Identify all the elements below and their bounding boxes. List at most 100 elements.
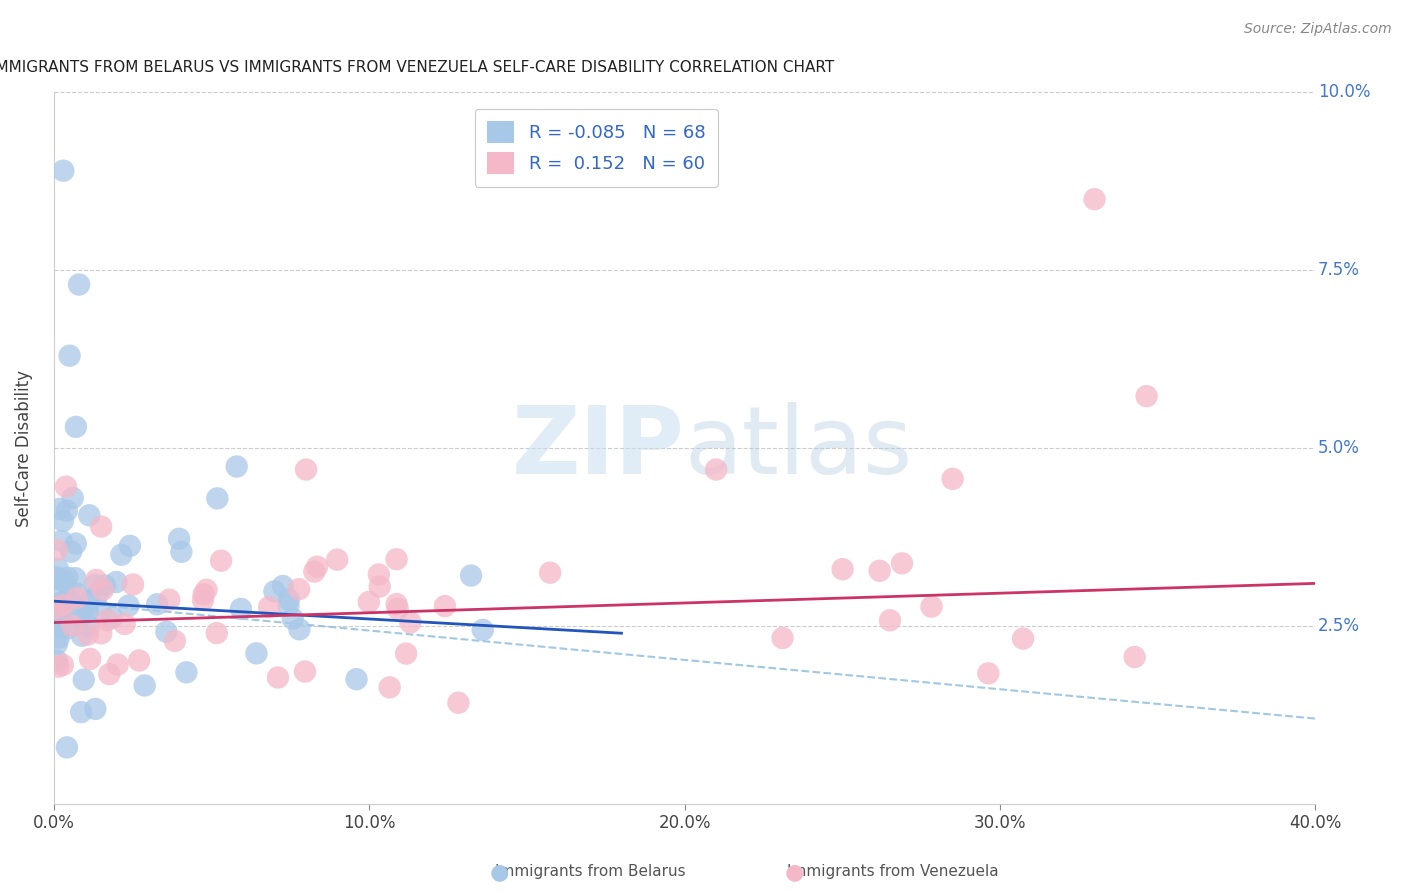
Point bbox=[277, 599, 299, 613]
Point bbox=[245, 646, 267, 660]
Point bbox=[90, 626, 112, 640]
Point bbox=[84, 578, 107, 592]
Point bbox=[294, 665, 316, 679]
Point bbox=[869, 564, 891, 578]
Point bbox=[66, 591, 89, 605]
Point bbox=[205, 626, 228, 640]
Point bbox=[395, 647, 418, 661]
Point bbox=[65, 420, 87, 434]
Point bbox=[79, 594, 101, 608]
Point bbox=[357, 595, 380, 609]
Text: IMMIGRANTS FROM BELARUS VS IMMIGRANTS FROM VENEZUELA SELF-CARE DISABILITY CORREL: IMMIGRANTS FROM BELARUS VS IMMIGRANTS FR… bbox=[0, 60, 834, 75]
Point bbox=[146, 597, 169, 611]
Text: Source: ZipAtlas.com: Source: ZipAtlas.com bbox=[1244, 22, 1392, 37]
Point bbox=[60, 619, 83, 633]
Point bbox=[94, 578, 117, 592]
Point bbox=[110, 548, 132, 562]
Point bbox=[163, 634, 186, 648]
Point bbox=[53, 574, 76, 589]
Point bbox=[128, 653, 150, 667]
Point bbox=[433, 599, 456, 613]
Point bbox=[263, 584, 285, 599]
Point bbox=[46, 637, 69, 651]
Point bbox=[84, 702, 107, 716]
Point bbox=[1083, 192, 1105, 206]
Point bbox=[267, 671, 290, 685]
Point bbox=[77, 508, 100, 523]
Point bbox=[118, 539, 141, 553]
Point bbox=[56, 591, 79, 605]
Point bbox=[65, 571, 87, 585]
Point bbox=[90, 519, 112, 533]
Point bbox=[46, 654, 69, 668]
Point bbox=[46, 659, 69, 673]
Point bbox=[52, 599, 75, 613]
Text: Immigrants from Venezuela: Immigrants from Venezuela bbox=[787, 863, 998, 879]
Point bbox=[891, 557, 914, 571]
Text: 10.0%: 10.0% bbox=[1317, 84, 1371, 102]
Point bbox=[49, 608, 72, 623]
Text: ZIP: ZIP bbox=[512, 402, 685, 494]
Point bbox=[942, 472, 965, 486]
Point bbox=[367, 567, 389, 582]
Point bbox=[76, 605, 98, 619]
Legend: R = -0.085   N = 68, R =  0.152   N = 60: R = -0.085 N = 68, R = 0.152 N = 60 bbox=[474, 109, 718, 187]
Point bbox=[704, 462, 727, 476]
Point bbox=[56, 504, 79, 518]
Point bbox=[46, 570, 69, 584]
Text: 5.0%: 5.0% bbox=[1317, 439, 1360, 458]
Text: atlas: atlas bbox=[685, 402, 912, 494]
Point bbox=[60, 545, 83, 559]
Point bbox=[191, 593, 214, 607]
Point bbox=[225, 459, 247, 474]
Point bbox=[288, 582, 311, 597]
Point bbox=[831, 562, 853, 576]
Point bbox=[48, 631, 70, 645]
Text: Immigrants from Belarus: Immigrants from Belarus bbox=[495, 863, 686, 879]
Point bbox=[105, 574, 128, 589]
Point bbox=[385, 552, 408, 566]
Point bbox=[98, 667, 121, 681]
Point bbox=[46, 613, 69, 627]
Point bbox=[772, 631, 794, 645]
Point bbox=[209, 554, 232, 568]
Point bbox=[304, 565, 326, 579]
Point bbox=[167, 532, 190, 546]
Point bbox=[288, 623, 311, 637]
Text: 7.5%: 7.5% bbox=[1317, 261, 1360, 279]
Point bbox=[378, 681, 401, 695]
Text: 2.5%: 2.5% bbox=[1317, 617, 1360, 635]
Point bbox=[69, 610, 91, 624]
Point bbox=[170, 545, 193, 559]
Point bbox=[271, 579, 294, 593]
Point bbox=[460, 568, 482, 582]
Point bbox=[193, 587, 215, 601]
Point bbox=[84, 573, 107, 587]
Point bbox=[52, 163, 75, 178]
Point bbox=[101, 610, 124, 624]
Point bbox=[295, 462, 318, 476]
Point bbox=[65, 536, 87, 550]
Point bbox=[447, 696, 470, 710]
Point bbox=[73, 673, 96, 687]
Point bbox=[56, 622, 79, 636]
Point bbox=[229, 602, 252, 616]
Point bbox=[1012, 632, 1035, 646]
Point bbox=[117, 599, 139, 613]
Point bbox=[70, 705, 93, 719]
Point bbox=[91, 582, 114, 597]
Point bbox=[281, 612, 304, 626]
Point bbox=[59, 349, 82, 363]
Point bbox=[157, 592, 180, 607]
Point bbox=[207, 491, 229, 506]
Point bbox=[51, 533, 73, 548]
Point bbox=[46, 543, 69, 558]
Point bbox=[77, 620, 100, 634]
Point bbox=[48, 501, 70, 516]
Point bbox=[76, 627, 98, 641]
Point bbox=[134, 678, 156, 692]
Point bbox=[368, 580, 391, 594]
Point bbox=[195, 582, 218, 597]
Point bbox=[385, 597, 408, 611]
Y-axis label: Self-Care Disability: Self-Care Disability bbox=[15, 369, 32, 526]
